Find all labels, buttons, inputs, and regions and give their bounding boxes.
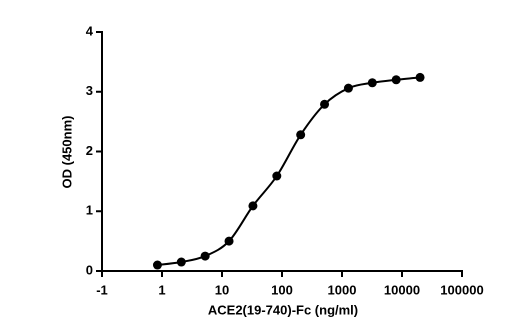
x-tick-label: 100000: [440, 282, 483, 297]
x-tick-label: -1: [96, 282, 108, 297]
x-tick-label: 1: [158, 282, 165, 297]
y-tick-label: 2: [86, 143, 93, 158]
data-point: [248, 201, 258, 211]
data-point: [152, 260, 162, 270]
fit-curve: [157, 76, 421, 267]
x-tick-label: 1000: [328, 282, 357, 297]
y-tick-label: 0: [86, 262, 93, 277]
data-point: [224, 236, 234, 246]
data-point: [296, 130, 306, 140]
y-tick-label: 1: [86, 203, 93, 218]
y-axis-label: OD (450nm): [59, 116, 74, 189]
data-point: [343, 83, 353, 93]
data-point: [320, 99, 330, 109]
x-tick-label: 100: [271, 282, 293, 297]
x-tick-label: 10000: [384, 282, 420, 297]
data-point: [200, 251, 210, 261]
x-tick-label: 10: [215, 282, 229, 297]
data-point: [272, 171, 282, 181]
y-tick-label: 3: [86, 83, 93, 98]
data-point: [415, 72, 425, 82]
data-point: [176, 257, 186, 267]
data-point: [391, 75, 401, 85]
data-point: [367, 78, 377, 88]
y-tick-label: 4: [86, 23, 94, 38]
x-axis-label: ACE2(19-740)-Fc (ng/ml): [208, 302, 358, 317]
